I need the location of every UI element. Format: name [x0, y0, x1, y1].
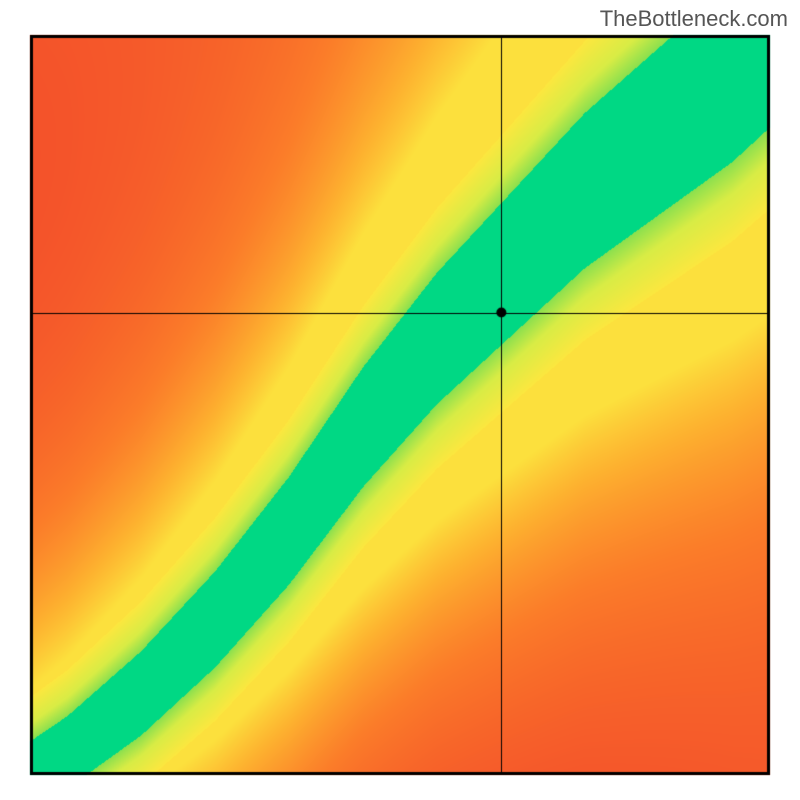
- watermark-text: TheBottleneck.com: [600, 6, 788, 32]
- chart-container: TheBottleneck.com: [0, 0, 800, 800]
- crosshair-overlay: [0, 0, 800, 800]
